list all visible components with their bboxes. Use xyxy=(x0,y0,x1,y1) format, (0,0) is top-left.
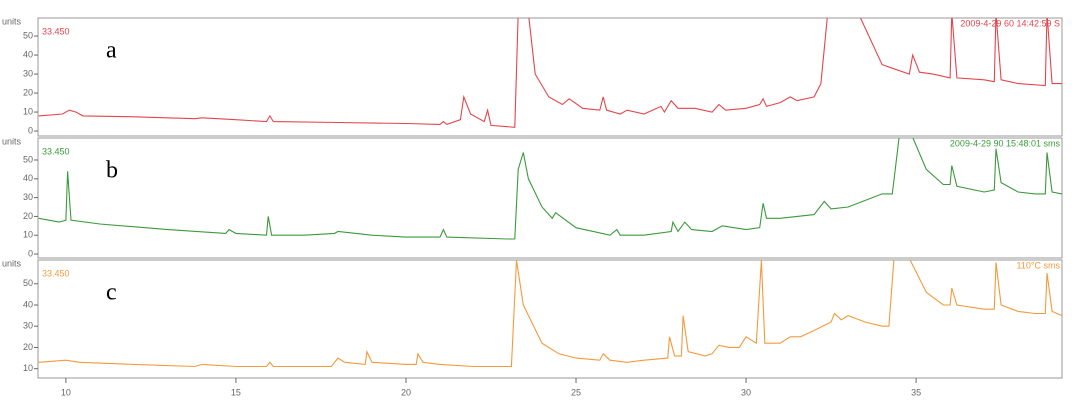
trace-label: 33.450 xyxy=(42,146,70,156)
trace xyxy=(38,138,1062,240)
y-tick-label: 30 xyxy=(23,192,33,202)
x-tick-label: 35 xyxy=(911,387,921,397)
y-tick-label: 10 xyxy=(23,106,33,116)
y-tick-label: 20 xyxy=(23,87,33,97)
y-tick-label: 0 xyxy=(28,125,33,135)
y-tick-label: 40 xyxy=(23,49,33,59)
y-axis-label: units xyxy=(2,16,22,26)
y-tick-label: 20 xyxy=(23,342,33,352)
y-axis-label: units xyxy=(2,136,22,146)
y-tick-label: 50 xyxy=(23,30,33,40)
trace xyxy=(38,260,1062,368)
y-tick-label: 50 xyxy=(23,154,33,164)
panel-letter: b xyxy=(106,158,118,184)
y-tick-label: 40 xyxy=(23,299,33,309)
header-text: 110°C sms xyxy=(1017,260,1061,270)
y-tick-label: 50 xyxy=(23,278,33,288)
trace-label: 33.450 xyxy=(42,26,70,36)
panel-frame xyxy=(37,259,1063,379)
trace-label: 33.450 xyxy=(42,268,70,278)
header-text: 2009-4-29 60 14:42:59 S xyxy=(960,18,1060,28)
panel-frame xyxy=(37,17,1063,137)
y-tick-label: 10 xyxy=(23,230,33,240)
y-tick-label: 30 xyxy=(23,321,33,331)
x-tick-label: 20 xyxy=(401,387,411,397)
y-tick-label: 40 xyxy=(23,173,33,183)
y-tick-label: 30 xyxy=(23,68,33,78)
y-tick-label: 10 xyxy=(23,363,33,373)
panel-letter: a xyxy=(106,38,117,64)
x-tick-label: 15 xyxy=(231,387,241,397)
panel-frame xyxy=(37,137,1063,259)
panel-letter: c xyxy=(106,280,117,306)
x-tick-label: 30 xyxy=(741,387,751,397)
trace xyxy=(38,18,1062,128)
header-text: 2009-4-29 90 15:48:01 sms xyxy=(950,138,1061,148)
y-tick-label: 20 xyxy=(23,211,33,221)
x-tick-label: 25 xyxy=(571,387,581,397)
y-tick-label: 0 xyxy=(28,248,33,258)
y-axis-label: units xyxy=(2,258,22,268)
x-tick-label: 10 xyxy=(61,387,71,397)
